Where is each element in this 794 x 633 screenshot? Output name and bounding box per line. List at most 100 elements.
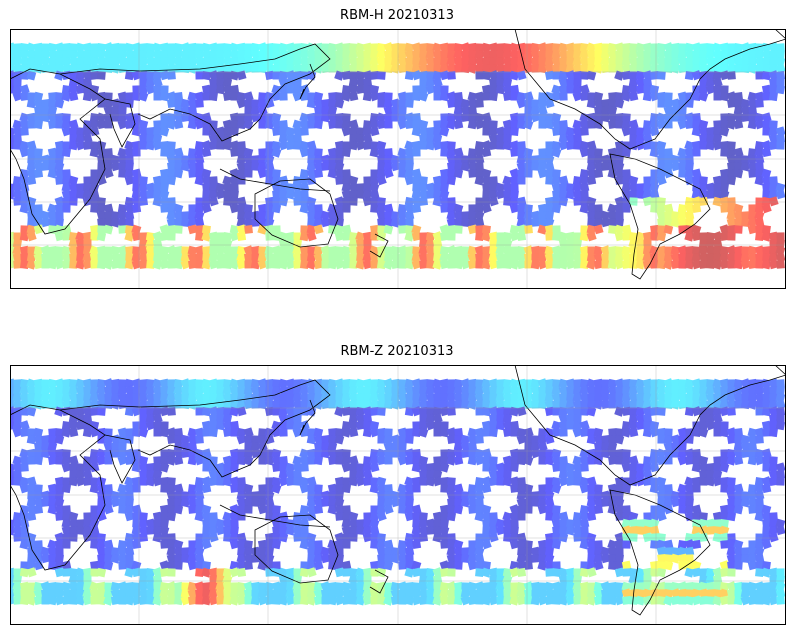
track-cell bbox=[348, 140, 359, 151]
track-cell bbox=[90, 260, 99, 269]
track-cell bbox=[496, 260, 505, 269]
track-cell bbox=[300, 400, 309, 409]
track-cell bbox=[657, 435, 666, 444]
track-cell bbox=[636, 246, 645, 255]
track-cell bbox=[580, 127, 589, 136]
track-cell bbox=[720, 449, 729, 458]
track-cell bbox=[740, 441, 751, 452]
track-cell bbox=[580, 400, 589, 409]
track-cell bbox=[111, 50, 120, 59]
track-cell bbox=[719, 196, 730, 207]
track-cell bbox=[54, 504, 65, 515]
track-cell bbox=[587, 155, 596, 164]
track-cell bbox=[376, 197, 386, 207]
track-cell bbox=[349, 399, 359, 409]
track-cell bbox=[349, 533, 358, 542]
track-cell bbox=[720, 148, 729, 157]
track-cell bbox=[26, 539, 37, 550]
track-cell bbox=[657, 490, 667, 500]
track-cell bbox=[544, 224, 555, 235]
track-cell bbox=[685, 435, 694, 444]
track-cell bbox=[349, 526, 358, 535]
track-cell bbox=[188, 105, 198, 115]
track-cell bbox=[467, 63, 478, 74]
track-cell bbox=[27, 554, 36, 563]
track-cell bbox=[769, 239, 778, 248]
track-cell bbox=[643, 77, 653, 87]
track-cell bbox=[629, 190, 638, 199]
track-cell bbox=[517, 484, 526, 493]
track-cell bbox=[313, 497, 324, 508]
track-cell bbox=[279, 183, 288, 192]
track-cell bbox=[125, 162, 134, 171]
track-cell bbox=[111, 113, 120, 122]
track-cell bbox=[229, 259, 240, 270]
track-cell bbox=[110, 217, 121, 228]
track-cell bbox=[446, 588, 457, 599]
track-cell bbox=[33, 595, 44, 606]
track-cell bbox=[110, 399, 121, 410]
track-cell bbox=[747, 161, 758, 172]
track-cell bbox=[167, 533, 176, 542]
track-cell bbox=[509, 190, 519, 200]
track-cell bbox=[642, 70, 653, 81]
track-cell bbox=[769, 575, 778, 584]
track-cell bbox=[447, 407, 456, 416]
track-cell bbox=[76, 463, 85, 472]
track-cell bbox=[530, 56, 541, 67]
track-cell bbox=[20, 463, 29, 472]
track-cell bbox=[334, 539, 345, 550]
track-cell bbox=[97, 400, 106, 409]
track-cell bbox=[552, 189, 562, 199]
track-cell bbox=[264, 224, 275, 235]
track-cell bbox=[236, 497, 247, 508]
track-cell bbox=[152, 595, 163, 606]
track-cell bbox=[19, 84, 30, 95]
track-cell bbox=[68, 91, 79, 102]
track-cell bbox=[216, 414, 225, 423]
track-cell bbox=[726, 427, 737, 438]
track-cell bbox=[684, 49, 695, 60]
track-cell bbox=[496, 414, 505, 423]
track-cell bbox=[467, 560, 478, 571]
track-cell bbox=[194, 427, 205, 438]
track-cell bbox=[138, 588, 149, 599]
track-cell bbox=[776, 596, 785, 605]
track-cell bbox=[187, 98, 198, 109]
track-cell bbox=[370, 505, 379, 514]
track-cell bbox=[755, 71, 764, 80]
track-cell bbox=[229, 526, 239, 536]
track-cell bbox=[342, 449, 351, 458]
track-cell bbox=[19, 420, 30, 431]
track-cell bbox=[54, 231, 65, 242]
track-cell bbox=[411, 462, 422, 473]
track-cell bbox=[615, 246, 624, 255]
track-cell bbox=[132, 176, 141, 185]
track-cell bbox=[55, 246, 64, 255]
track-cell bbox=[642, 259, 653, 270]
track-cell bbox=[502, 182, 513, 193]
track-cell bbox=[453, 168, 464, 179]
track-cell bbox=[342, 232, 351, 241]
track-cell bbox=[657, 64, 666, 73]
track-cell bbox=[775, 588, 786, 599]
track-cell bbox=[699, 232, 708, 241]
track-cell bbox=[299, 203, 310, 214]
track-cell bbox=[96, 455, 107, 466]
track-cell bbox=[202, 463, 211, 472]
track-cell bbox=[685, 589, 694, 598]
track-cell bbox=[531, 589, 540, 598]
track-cell bbox=[593, 595, 604, 606]
track-cell bbox=[524, 161, 534, 171]
track-cell bbox=[279, 56, 289, 66]
track-cell bbox=[285, 406, 296, 417]
track-cell bbox=[377, 435, 386, 444]
track-cell bbox=[566, 57, 575, 66]
track-cell bbox=[628, 476, 639, 487]
track-cell bbox=[761, 49, 772, 60]
track-cell bbox=[454, 99, 463, 108]
track-cell bbox=[586, 476, 597, 487]
track-cell bbox=[363, 239, 372, 248]
track-cell bbox=[285, 231, 296, 242]
track-cell bbox=[516, 259, 527, 270]
